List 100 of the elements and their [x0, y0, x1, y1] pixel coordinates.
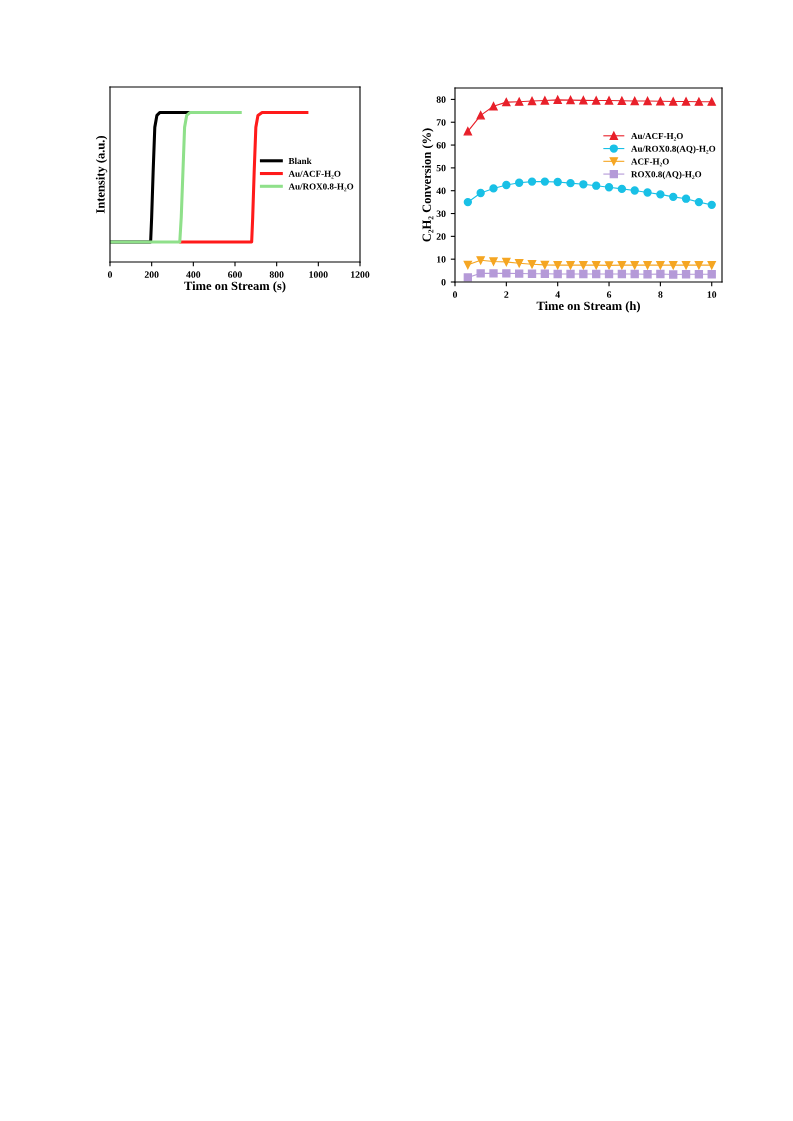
point: [656, 269, 665, 279]
point: [527, 269, 537, 278]
y-tick-label: 70: [436, 119, 446, 126]
point: [540, 260, 550, 270]
point: [476, 188, 485, 198]
point: [463, 197, 473, 207]
point: [579, 180, 588, 189]
point: [553, 95, 562, 105]
point: [656, 97, 665, 106]
y-axis-title: C₂H₂ Conversion (%): [422, 128, 434, 242]
legend-label: Au/ROX0.8-H₂O: [288, 183, 354, 192]
point: [527, 96, 537, 106]
point: [630, 260, 639, 270]
point: [656, 260, 665, 270]
point: [669, 260, 678, 270]
point: [476, 256, 485, 265]
x-axis-title: Time on Stream (h): [536, 301, 640, 313]
point: [643, 96, 652, 106]
y-tick-label: 40: [436, 187, 446, 195]
point: [527, 260, 537, 269]
point: [566, 179, 575, 188]
point: [515, 178, 524, 187]
point: [707, 200, 716, 210]
legend-label: Au/ROX0.8(AQ)-H₂O: [631, 145, 716, 154]
point: [604, 96, 614, 105]
x-tick-label: 800: [269, 271, 284, 278]
x-tick-label: 8: [658, 291, 663, 298]
point: [463, 273, 473, 282]
x-tick-label: 6: [606, 291, 612, 298]
point: [502, 180, 511, 190]
point: [489, 184, 498, 193]
point: [681, 194, 691, 203]
point: [540, 269, 550, 278]
point: [476, 269, 485, 278]
point: [694, 197, 704, 207]
legend-label: Au/ACF-H₂O: [288, 170, 341, 179]
x-tick-label: 4: [555, 291, 560, 298]
point: [502, 269, 511, 278]
point: [579, 260, 588, 270]
point: [592, 269, 601, 279]
point: [553, 177, 562, 187]
y-tick-label: 30: [436, 210, 446, 217]
point: [617, 184, 627, 194]
y-tick-label: 10: [437, 256, 446, 263]
x-tick-label: 10: [707, 291, 717, 298]
point: [515, 97, 524, 106]
legend-label: ACF-H₂O: [631, 158, 669, 167]
point: [617, 96, 627, 105]
point: [579, 269, 588, 279]
point: [502, 97, 511, 107]
point: [553, 269, 562, 279]
legend-label: ROX0.8(AQ)-H₂O: [631, 170, 702, 180]
point: [617, 269, 627, 279]
point: [643, 270, 652, 279]
point: [617, 260, 627, 270]
point: [643, 260, 652, 270]
y-axis-title: Intensity (a.u.): [95, 135, 108, 214]
point: [669, 192, 678, 202]
point: [579, 96, 588, 105]
y-tick-label: 80: [436, 96, 446, 103]
y-tick-label: 20: [436, 233, 446, 240]
point: [694, 270, 704, 279]
x-axis-title: Time on Stream (s): [184, 281, 286, 293]
point: [515, 269, 524, 278]
point: [489, 102, 498, 111]
point: [592, 260, 601, 270]
point: [604, 269, 614, 279]
point: [681, 97, 691, 106]
x-tick-label: 400: [186, 271, 201, 278]
point: [707, 260, 716, 270]
point: [553, 260, 562, 270]
x-tick-label: 200: [144, 271, 159, 278]
x-tick-label: 0: [452, 291, 458, 298]
point: [604, 183, 614, 192]
x-tick-label: 2: [504, 291, 509, 298]
point: [707, 97, 716, 106]
point: [463, 260, 473, 270]
point: [630, 186, 639, 195]
point: [463, 127, 473, 136]
point: [707, 270, 716, 279]
point: [489, 269, 498, 278]
point: [476, 111, 485, 120]
point: [643, 188, 652, 197]
point: [604, 261, 614, 270]
y-tick-label: 50: [436, 164, 446, 172]
x-tick-label: 600: [228, 271, 242, 278]
legend-label: Blank: [288, 157, 312, 165]
point: [592, 181, 601, 190]
point: [540, 177, 550, 186]
point: [669, 270, 678, 279]
point: [669, 97, 678, 106]
y-tick-label: 0: [441, 278, 446, 286]
y-tick-label: 60: [436, 141, 446, 149]
point: [489, 257, 498, 266]
point: [630, 269, 639, 279]
x-tick-label: 0: [107, 271, 113, 278]
point: [566, 95, 575, 105]
point: [694, 260, 704, 270]
point: [527, 177, 537, 186]
point: [502, 257, 511, 267]
